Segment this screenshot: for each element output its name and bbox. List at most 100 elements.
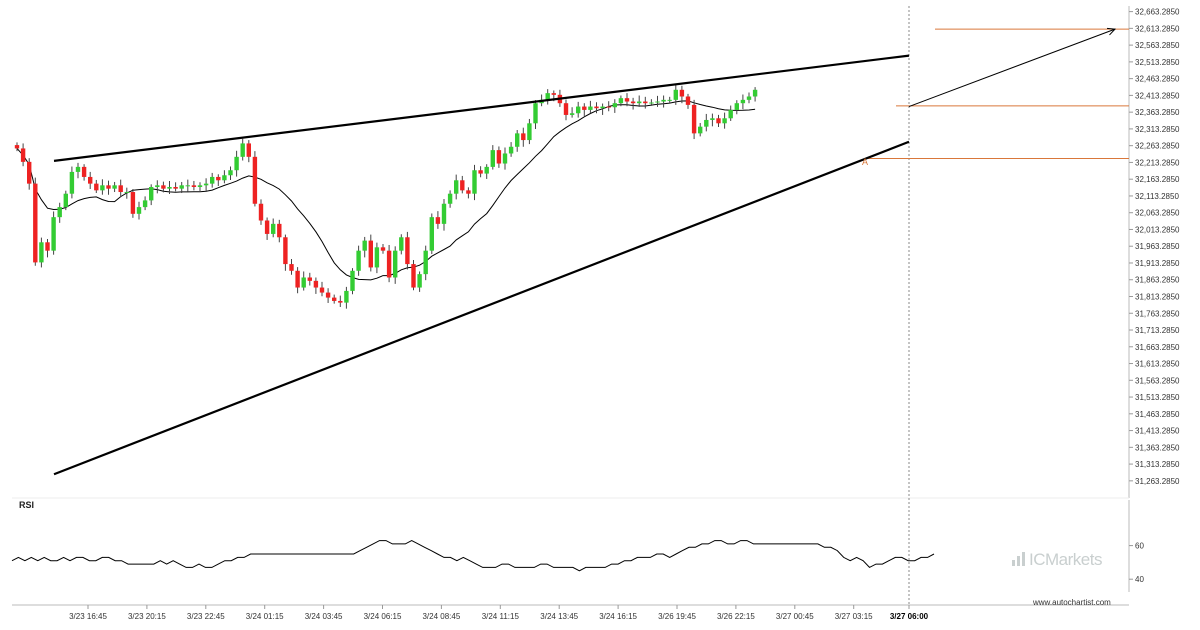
candle-body bbox=[490, 150, 495, 167]
candle-body bbox=[685, 96, 691, 105]
candle-body bbox=[228, 170, 233, 176]
candle-body bbox=[508, 146, 514, 154]
candle-body bbox=[472, 170, 477, 194]
time-tick-label: 3/27 03:15 bbox=[835, 612, 873, 621]
candle-body bbox=[252, 156, 258, 204]
candle-body bbox=[582, 106, 587, 110]
time-axis-ticks: 3/23 16:45 3/23 20:15 3/23 22:45 3/24 01:15… bbox=[69, 605, 929, 621]
candle-body bbox=[563, 103, 569, 115]
candle-body bbox=[319, 287, 325, 293]
candle-body bbox=[112, 185, 117, 189]
candle-body bbox=[429, 217, 434, 251]
price-tick-label: 31,713.2850 bbox=[1135, 326, 1180, 335]
candle-body bbox=[350, 270, 355, 291]
candle-body bbox=[435, 217, 441, 224]
candlesticks bbox=[14, 84, 758, 309]
price-tick-label: 31,963.2850 bbox=[1135, 242, 1180, 251]
wedge-trendlines bbox=[53, 54, 910, 476]
candle-body bbox=[588, 106, 593, 110]
candle-body bbox=[521, 133, 526, 141]
candle-body bbox=[197, 185, 203, 187]
price-tick-label: 31,513.2850 bbox=[1135, 393, 1180, 402]
rsi-tick-label: 60 bbox=[1135, 542, 1144, 551]
rsi-axis-ticks: 60 40 bbox=[1129, 542, 1144, 584]
candle-body bbox=[746, 96, 752, 100]
point-a-label: A bbox=[862, 157, 868, 167]
candle-body bbox=[533, 103, 538, 124]
price-tick-label: 32,613.2850 bbox=[1135, 24, 1180, 33]
candle-body bbox=[39, 242, 44, 263]
candle-body bbox=[527, 123, 532, 141]
candle-body bbox=[33, 183, 38, 263]
candle-body bbox=[161, 185, 166, 189]
candle-body bbox=[569, 113, 575, 115]
price-tick-label: 32,263.2850 bbox=[1135, 142, 1180, 151]
candle-body bbox=[258, 203, 264, 221]
candle-body bbox=[515, 133, 520, 147]
candle-body bbox=[386, 250, 392, 278]
candle-body bbox=[94, 183, 99, 191]
candle-body bbox=[728, 109, 733, 119]
candle-body bbox=[356, 250, 361, 271]
candle-body bbox=[14, 145, 20, 149]
candle-body bbox=[734, 103, 739, 110]
candle-body bbox=[185, 185, 190, 187]
candle-body bbox=[338, 300, 343, 303]
candle-body bbox=[722, 118, 727, 124]
candle-body bbox=[752, 89, 758, 97]
candle-body bbox=[673, 89, 678, 100]
price-tick-label: 32,163.2850 bbox=[1135, 175, 1180, 184]
candle-body bbox=[380, 247, 386, 251]
candle-body bbox=[661, 99, 666, 102]
rsi-tick-label: 40 bbox=[1135, 575, 1144, 584]
candle-body bbox=[740, 99, 746, 104]
candle-body bbox=[246, 143, 251, 157]
candle-body bbox=[606, 106, 611, 108]
icmarkets-logo: ICMarkets bbox=[1012, 550, 1102, 570]
candle-body bbox=[295, 270, 300, 288]
candle-body bbox=[576, 106, 581, 114]
candle-body bbox=[289, 264, 294, 271]
candle-body bbox=[307, 277, 312, 281]
candle-body bbox=[325, 292, 331, 298]
price-tick-label: 31,263.2850 bbox=[1135, 477, 1180, 486]
candle-body bbox=[210, 176, 215, 184]
candle-body bbox=[502, 153, 508, 164]
price-tick-label: 32,513.2850 bbox=[1135, 58, 1180, 67]
arrow-head bbox=[1106, 27, 1117, 36]
price-tick-label: 31,413.2850 bbox=[1135, 427, 1180, 436]
time-tick-label: 3/27 00:45 bbox=[776, 612, 814, 621]
candle-body bbox=[130, 192, 136, 214]
rsi-title: RSI bbox=[19, 500, 34, 510]
price-tick-label: 31,863.2850 bbox=[1135, 276, 1180, 285]
candle-body bbox=[454, 180, 459, 194]
price-tick-label: 31,913.2850 bbox=[1135, 259, 1180, 268]
time-tick-label: 3/24 01:15 bbox=[246, 612, 284, 621]
rsi-line bbox=[11, 540, 935, 572]
candle-body bbox=[362, 240, 367, 251]
candle-body bbox=[136, 207, 142, 214]
candle-body bbox=[643, 101, 648, 104]
candle-body bbox=[399, 237, 404, 251]
candle-body bbox=[57, 207, 62, 218]
time-tick-label: 3/23 16:45 bbox=[69, 612, 107, 621]
rsi-series-line bbox=[11, 540, 935, 572]
candle-body bbox=[88, 176, 93, 184]
candle-body bbox=[691, 104, 697, 134]
candle-body bbox=[612, 103, 617, 108]
candle-body bbox=[649, 102, 654, 104]
candle-body bbox=[149, 186, 154, 201]
brand-name: ICMarkets bbox=[1029, 550, 1102, 569]
time-tick-label: 3/24 13:45 bbox=[540, 612, 578, 621]
time-tick-label: 3/24 06:15 bbox=[364, 612, 402, 621]
candle-body bbox=[155, 185, 160, 187]
candle-body bbox=[447, 193, 453, 204]
trendline bbox=[53, 54, 910, 162]
candle-body bbox=[679, 89, 685, 97]
moving-average-line bbox=[16, 100, 756, 281]
price-tick-label: 32,213.2850 bbox=[1135, 158, 1180, 167]
candle-body bbox=[393, 250, 398, 278]
candle-body bbox=[301, 277, 306, 288]
time-tick-label: 3/27 06:00 bbox=[890, 612, 929, 621]
